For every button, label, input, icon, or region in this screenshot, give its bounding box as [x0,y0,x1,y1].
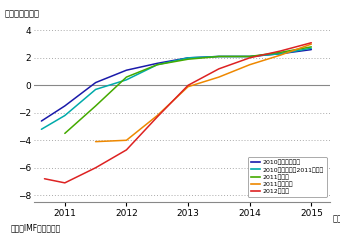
Text: 資料：IMFから作成。: 資料：IMFから作成。 [10,224,61,233]
Text: （年）: （年） [333,215,340,223]
Legend: 2010年５月、９月, 2010年１２月、2011年３月, 2011年７月, 2011年１２月, 2012年３月: 2010年５月、９月, 2010年１２月、2011年３月, 2011年７月, 2… [248,157,327,197]
Text: （前年比、％）: （前年比、％） [4,9,39,18]
